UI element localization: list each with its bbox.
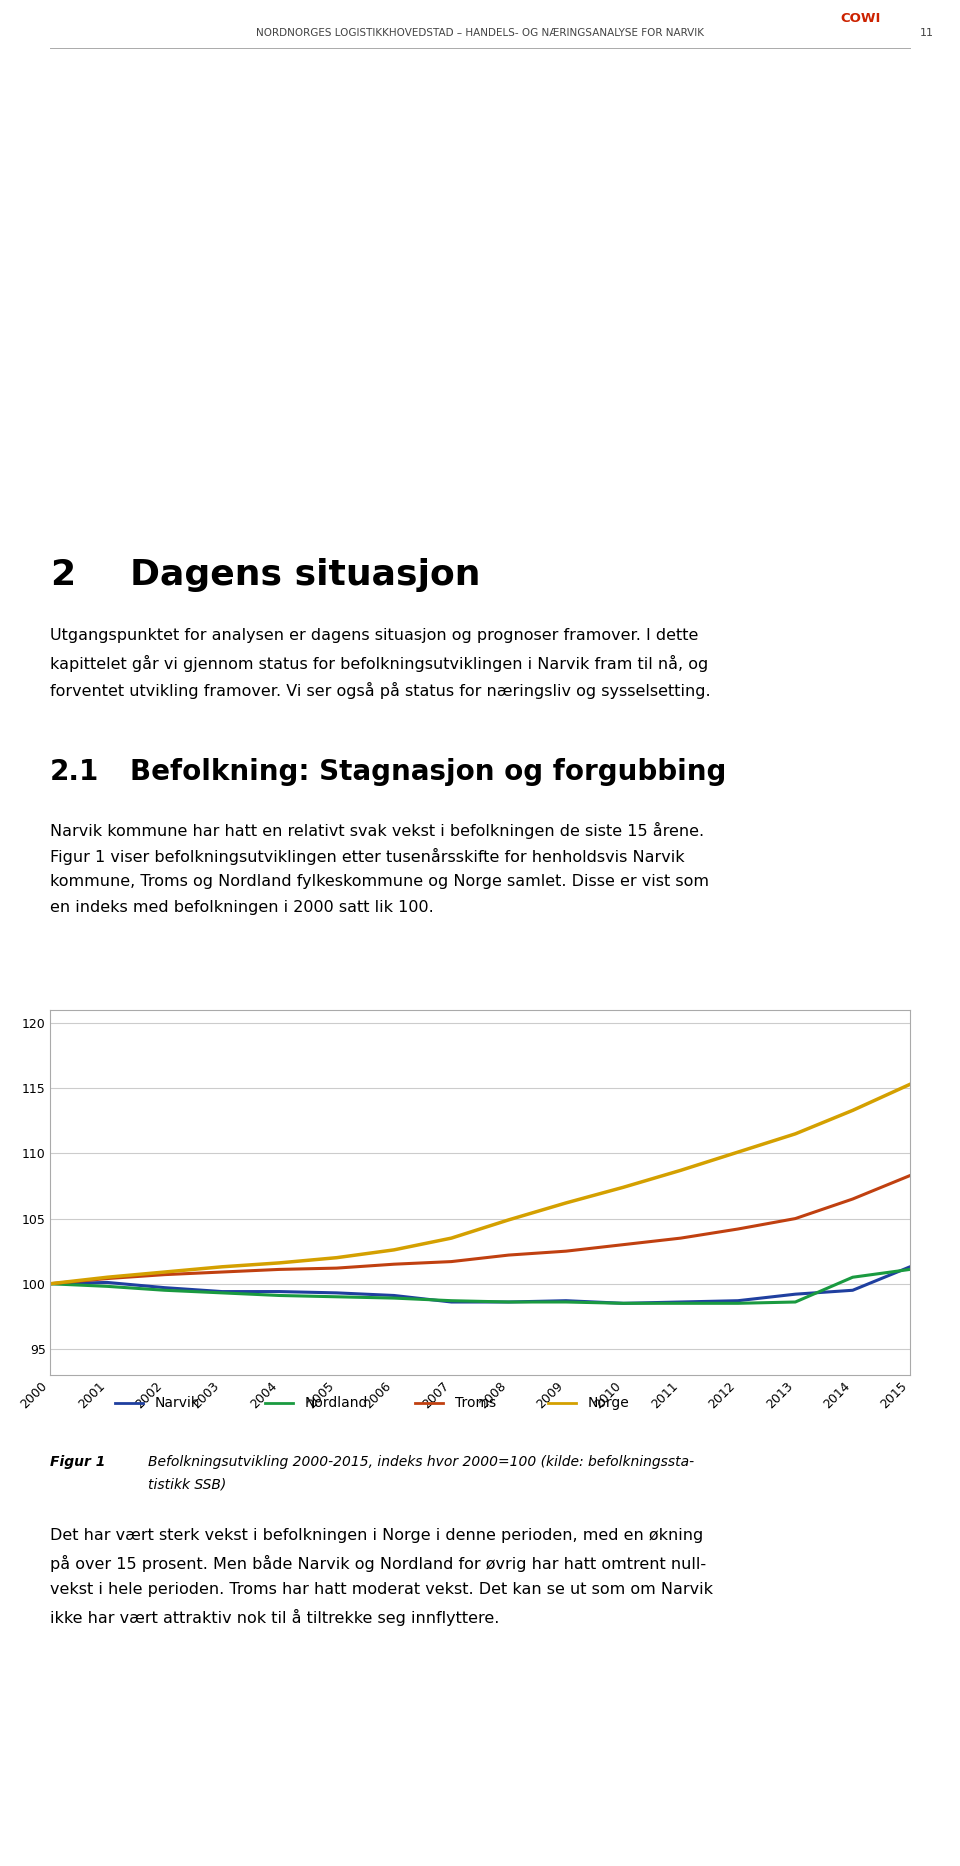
Text: NORDNORGES LOGISTIKKHOVEDSTAD – HANDELS- OG NÆRINGSANALYSE FOR NARVIK: NORDNORGES LOGISTIKKHOVEDSTAD – HANDELS-…: [256, 28, 704, 37]
Text: Narvik: Narvik: [155, 1396, 200, 1411]
Text: Befolkningsutvikling 2000-2015, indeks hvor 2000=100 (kilde: befolkningssta-: Befolkningsutvikling 2000-2015, indeks h…: [148, 1455, 694, 1469]
Text: Utgangspunktet for analysen er dagens situasjon og prognoser framover. I dette: Utgangspunktet for analysen er dagens si…: [50, 629, 698, 644]
Text: vekst i hele perioden. Troms har hatt moderat vekst. Det kan se ut som om Narvik: vekst i hele perioden. Troms har hatt mo…: [50, 1582, 713, 1597]
Text: kapittelet går vi gjennom status for befolkningsutviklingen i Narvik fram til nå: kapittelet går vi gjennom status for bef…: [50, 655, 708, 672]
Text: 2.1: 2.1: [50, 758, 99, 786]
Text: COWI: COWI: [840, 11, 880, 24]
Text: 11: 11: [920, 28, 934, 37]
Text: Det har vært sterk vekst i befolkningen i Norge i denne perioden, med en økning: Det har vært sterk vekst i befolkningen …: [50, 1528, 704, 1543]
Text: 2: 2: [50, 558, 75, 592]
Text: Narvik kommune har hatt en relativt svak vekst i befolkningen de siste 15 årene.: Narvik kommune har hatt en relativt svak…: [50, 823, 704, 840]
Text: forventet utvikling framover. Vi ser også på status for næringsliv og sysselsett: forventet utvikling framover. Vi ser ogs…: [50, 681, 710, 700]
Text: Norge: Norge: [588, 1396, 630, 1411]
Text: kommune, Troms og Nordland fylkeskommune og Norge samlet. Disse er vist som: kommune, Troms og Nordland fylkeskommune…: [50, 873, 709, 888]
Text: tistikk SSB): tistikk SSB): [148, 1478, 227, 1493]
Text: Nordland: Nordland: [305, 1396, 369, 1411]
Text: Figur 1: Figur 1: [50, 1455, 106, 1469]
Text: Troms: Troms: [455, 1396, 496, 1411]
Text: på over 15 prosent. Men både Narvik og Nordland for øvrig har hatt omtrent null-: på over 15 prosent. Men både Narvik og N…: [50, 1554, 707, 1571]
Text: Dagens situasjon: Dagens situasjon: [130, 558, 481, 592]
Text: Figur 1 viser befolkningsutviklingen etter tusenårsskifte for henholdsvis Narvik: Figur 1 viser befolkningsutviklingen ett…: [50, 847, 684, 866]
Text: en indeks med befolkningen i 2000 satt lik 100.: en indeks med befolkningen i 2000 satt l…: [50, 899, 434, 914]
Text: ikke har vært attraktiv nok til å tiltrekke seg innflyttere.: ikke har vært attraktiv nok til å tiltre…: [50, 1608, 499, 1625]
Text: Befolkning: Stagnasjon og forgubbing: Befolkning: Stagnasjon og forgubbing: [130, 758, 727, 786]
